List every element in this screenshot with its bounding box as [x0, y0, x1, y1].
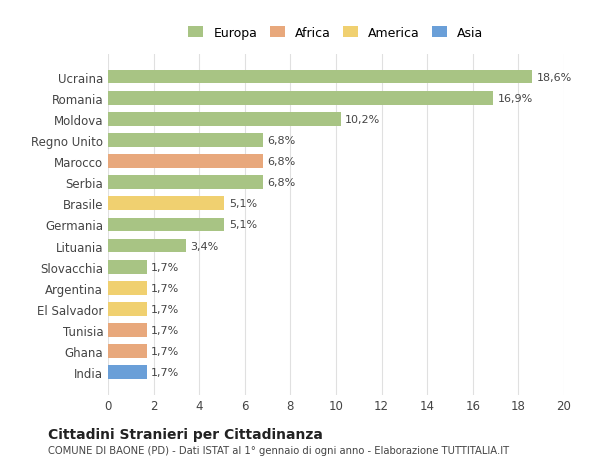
Text: 6,8%: 6,8%: [268, 135, 296, 146]
Bar: [108, 345, 147, 358]
Bar: [108, 366, 147, 379]
Legend: Europa, Africa, America, Asia: Europa, Africa, America, Asia: [182, 21, 490, 46]
Text: 1,7%: 1,7%: [151, 347, 179, 356]
Text: 1,7%: 1,7%: [151, 368, 179, 377]
Bar: [108, 239, 185, 253]
Text: 5,1%: 5,1%: [229, 199, 257, 209]
Text: 6,8%: 6,8%: [268, 178, 296, 188]
Text: COMUNE DI BAONE (PD) - Dati ISTAT al 1° gennaio di ogni anno - Elaborazione TUTT: COMUNE DI BAONE (PD) - Dati ISTAT al 1° …: [48, 445, 509, 455]
Text: 18,6%: 18,6%: [536, 73, 572, 82]
Text: 3,4%: 3,4%: [190, 241, 218, 251]
Bar: [108, 324, 147, 337]
Bar: [108, 112, 341, 126]
Bar: [108, 260, 147, 274]
Text: 16,9%: 16,9%: [498, 94, 533, 103]
Bar: [108, 134, 263, 147]
Bar: [108, 176, 263, 190]
Text: 1,7%: 1,7%: [151, 283, 179, 293]
Text: 1,7%: 1,7%: [151, 325, 179, 335]
Text: 1,7%: 1,7%: [151, 262, 179, 272]
Text: Cittadini Stranieri per Cittadinanza: Cittadini Stranieri per Cittadinanza: [48, 427, 323, 441]
Text: 10,2%: 10,2%: [345, 115, 380, 124]
Bar: [108, 281, 147, 295]
Text: 6,8%: 6,8%: [268, 157, 296, 167]
Bar: [108, 302, 147, 316]
Bar: [108, 71, 532, 84]
Bar: [108, 218, 224, 232]
Bar: [108, 197, 224, 211]
Bar: [108, 92, 493, 105]
Text: 5,1%: 5,1%: [229, 220, 257, 230]
Text: 1,7%: 1,7%: [151, 304, 179, 314]
Bar: [108, 155, 263, 168]
